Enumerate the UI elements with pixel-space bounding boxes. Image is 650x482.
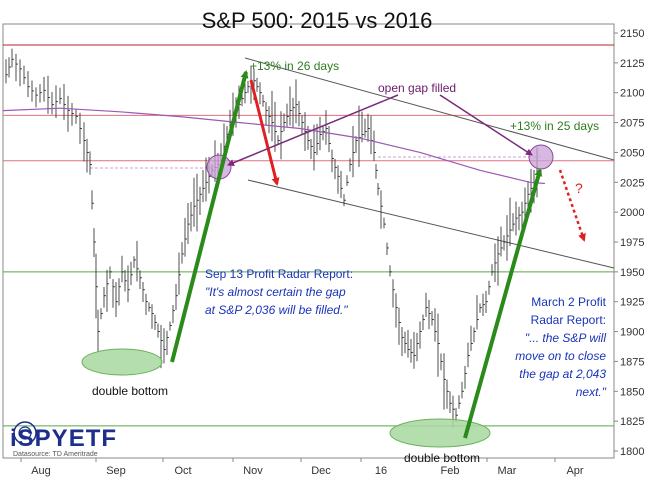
y-tick-label: 1950 [620, 267, 644, 279]
channel-upper-line [244, 57, 615, 161]
sep-report-line-3: at S&P 2,036 will be filled." [205, 303, 348, 317]
x-tick-label: Dec [311, 465, 331, 477]
moving-average-line [2, 107, 546, 185]
y-tick-label: 2075 [620, 118, 644, 130]
plot-frame [2, 23, 615, 459]
mar-report-line-6: next." [576, 385, 607, 399]
projected-decline-arrow [558, 169, 586, 242]
y-tick-label: 1925 [620, 297, 644, 309]
sep-report-line-2: "It's almost certain the gap [205, 285, 346, 299]
y-tick-label: 1975 [620, 237, 644, 249]
gap-arrow-right [439, 94, 533, 156]
y-tick-label: 2000 [620, 207, 644, 219]
annotation-double-bottom-2015: double bottom [92, 384, 168, 398]
mar-report-line-4: move on to close [515, 349, 606, 363]
x-tick-label: Aug [31, 465, 51, 477]
annotation-gap-filled: open gap filled [378, 81, 456, 95]
mar-report-line-5: the gap at 2,043 [519, 367, 606, 381]
x-tick-label: Oct [174, 465, 191, 477]
sep-report-line-1: Sep 13 Profit Radar Report: [205, 267, 353, 281]
double-bottom-ellipse-2015 [81, 348, 163, 376]
y-tick-label: 1800 [620, 446, 644, 458]
ispyetf-logo: iSPYETF Datasource: TD Ameritrade [10, 421, 117, 458]
y-tick-label: 2100 [620, 88, 644, 100]
annotation-double-bottom-2016: double bottom [404, 451, 480, 465]
y-tick-label: 2150 [620, 28, 644, 40]
annotation-gain-2016: +13% in 25 days [510, 119, 599, 133]
rally-arrow-2015 [170, 70, 249, 363]
channel-lower-line [247, 179, 615, 269]
x-axis-ticks: Aug Sep Oct Nov Dec 16 Feb Mar Apr [20, 458, 584, 477]
annotation-gain-2015: +13% in 26 days [250, 59, 339, 73]
decline-arrow-2015 [249, 79, 280, 186]
gap-circle-2016 [528, 144, 554, 170]
x-tick-label: Sep [106, 465, 126, 477]
mar-report-line-1: March 2 Profit [531, 295, 606, 309]
x-tick-label: Nov [243, 465, 263, 477]
double-bottom-ellipse-2016 [389, 418, 491, 448]
gap-arrow-left [227, 94, 399, 166]
logo-text: iSPYETF [10, 425, 117, 452]
reference-lines [3, 44, 614, 427]
logo-ring-icon [13, 421, 37, 445]
logo-ring-inner-icon [18, 426, 32, 440]
chart-title: S&P 500: 2015 vs 2016 [202, 8, 433, 33]
y-tick-label: 2025 [620, 177, 644, 189]
rally-arrow-2016 [463, 168, 543, 439]
x-tick-label: Feb [441, 465, 460, 477]
y-tick-label: 1825 [620, 416, 644, 428]
x-tick-label: Mar [498, 465, 517, 477]
annotation-question-mark: ? [575, 180, 583, 196]
x-tick-label: 16 [375, 465, 387, 477]
price-bars [5, 48, 539, 428]
y-axis-ticks: 1800 1825 1850 1875 1900 1925 1950 1975 2000 2025… [614, 28, 644, 458]
mar-report-line-3: "... the S&P will [525, 331, 607, 345]
x-tick-label: Apr [566, 465, 583, 477]
y-tick-label: 1875 [620, 356, 644, 368]
y-tick-label: 2050 [620, 147, 644, 159]
logo-datasource: Datasource: TD Ameritrade [13, 451, 98, 458]
mar-report-line-2: Radar Report: [531, 313, 606, 327]
y-tick-label: 1900 [620, 327, 644, 339]
y-tick-label: 2125 [620, 58, 644, 70]
y-tick-label: 1850 [620, 386, 644, 398]
